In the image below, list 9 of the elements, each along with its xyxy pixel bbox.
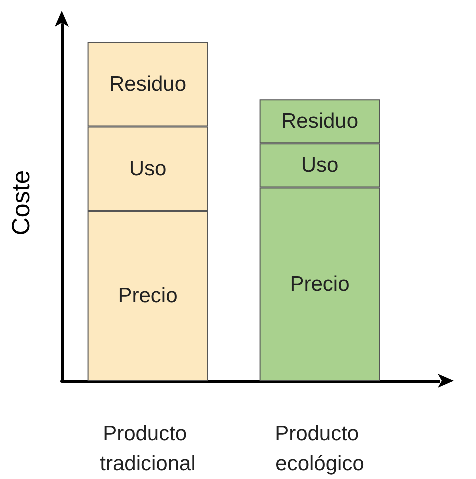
y-axis-title: Coste <box>8 170 36 236</box>
text: Uso <box>129 158 167 181</box>
x-tick-label: Producto tradicional <box>100 422 196 476</box>
text: Precio <box>290 272 350 296</box>
series-label: Uso <box>301 154 339 178</box>
text: Residuo <box>109 72 187 96</box>
x-tick-label: Producto ecológico <box>275 422 365 476</box>
series-label: Precio <box>118 284 178 308</box>
series-label: Residuo <box>281 110 359 134</box>
